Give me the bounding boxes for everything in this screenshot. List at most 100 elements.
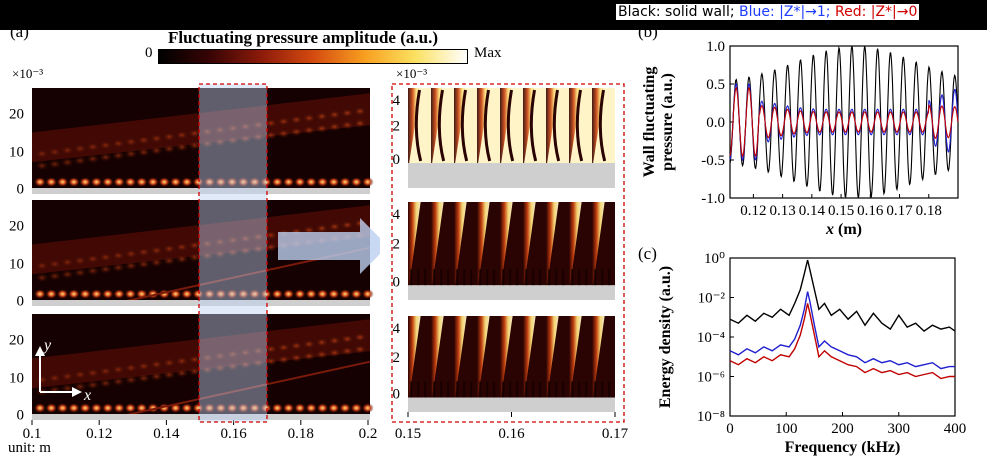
cavity-slot <box>608 269 611 286</box>
left-y-tick-label: 0 <box>17 294 25 310</box>
pressure-lobe <box>592 202 605 286</box>
wave-blob <box>162 131 177 142</box>
pressure-lobe <box>477 202 490 286</box>
wave-blob <box>187 128 202 139</box>
wave-blob <box>225 247 240 258</box>
wave-blob <box>35 272 49 283</box>
cavity-slot <box>493 381 496 398</box>
near-wall-blob <box>361 177 374 187</box>
zoom-field-background <box>408 316 615 398</box>
cavity-slot <box>532 381 535 398</box>
near-wall-blob <box>361 289 374 299</box>
cavity-slot <box>470 381 473 398</box>
wave-front <box>414 89 423 162</box>
y-tick-label: 10⁻⁴ <box>697 330 725 346</box>
x-tick-label: 0.14 <box>799 203 826 219</box>
left-x-tick-label: 0.16 <box>220 426 247 442</box>
near-wall-blob <box>214 403 227 413</box>
cavity-slot <box>532 269 535 286</box>
wave-blob <box>35 148 49 159</box>
x-tick-label: 0.12 <box>740 203 766 219</box>
cavity-slot <box>470 269 473 286</box>
wave-front <box>575 89 584 162</box>
near-wall-blob <box>45 289 58 299</box>
zoom-y-tick-label: 4 <box>393 93 401 109</box>
wave-blob <box>111 364 126 375</box>
energy-density-chart: 0 100 200 300 400 10⁰ 10⁻² 10⁻⁴ 10⁻⁶ 10⁻⁸ Frequenc… <box>657 251 966 456</box>
near-wall-blob <box>271 403 284 413</box>
cavity-slot <box>601 269 604 286</box>
zoom-wall-strip <box>408 397 615 412</box>
wave-blob <box>289 340 304 351</box>
cavity-slot <box>548 381 551 398</box>
cavity-slot <box>456 269 459 286</box>
zoom-scale-label: ×10⁻³ <box>396 66 428 81</box>
wave-blob <box>60 383 75 394</box>
near-wall-blob <box>34 177 46 187</box>
wave-blob <box>136 259 151 270</box>
wave-blob <box>174 368 189 379</box>
wave-blob <box>327 109 342 120</box>
near-wall-blob <box>113 289 126 299</box>
left-x-tick-label: 0.18 <box>288 426 314 442</box>
panel-label-c: (c) <box>638 244 657 263</box>
left-x-tick-label: 0.12 <box>86 426 112 442</box>
y-axis-label-line2: pressure (a.u.) <box>659 73 676 171</box>
cavity-slot <box>509 381 512 398</box>
wave-blob <box>251 243 266 254</box>
zoom-y-tick-label: 0 <box>393 152 401 168</box>
wave-blob <box>136 147 151 158</box>
near-wall-blob <box>271 289 284 299</box>
near-wall-blob <box>327 177 340 187</box>
near-wall-blob <box>101 289 114 299</box>
wave-blob <box>302 339 317 350</box>
near-wall-blob <box>180 403 193 413</box>
cavity-slot <box>486 381 489 398</box>
left-x-tick-label: 0.2 <box>359 426 378 442</box>
near-wall-blob <box>327 403 340 413</box>
wave-front <box>437 89 446 162</box>
cavity-slot <box>410 269 413 286</box>
wave-blob <box>47 385 62 396</box>
near-wall-blob <box>67 177 80 187</box>
cavity-slot <box>424 381 427 398</box>
cavity-slot <box>562 381 565 398</box>
pressure-lobe <box>523 316 536 398</box>
x-tick-label: 100 <box>775 421 798 437</box>
cavity-slot <box>578 381 581 398</box>
wave-blob <box>162 143 177 154</box>
wave-blob <box>136 135 151 146</box>
wave-blob <box>73 369 88 380</box>
near-wall-blob <box>180 177 193 187</box>
wave-blob <box>85 253 100 264</box>
near-wall-blob <box>237 289 250 299</box>
near-wall-blob <box>350 177 363 187</box>
wave-blob <box>162 255 177 266</box>
wave-blob <box>263 356 278 367</box>
wave-blob <box>200 250 215 261</box>
near-wall-blob <box>271 177 284 187</box>
pressure-lobe <box>569 202 582 286</box>
near-wall-blob <box>316 177 329 187</box>
wave-blob <box>111 262 126 273</box>
wave-blob <box>149 245 164 256</box>
cavity-slot <box>433 269 436 286</box>
cavity-slot <box>502 381 505 398</box>
wave-blob <box>200 238 215 249</box>
wave-blob <box>98 264 113 275</box>
wave-blob <box>251 357 266 368</box>
zoom-x-tick-label: 0.17 <box>602 426 629 442</box>
wave-blob <box>149 371 164 382</box>
near-wall-blob <box>45 177 58 187</box>
wave-blob <box>60 145 75 156</box>
panel-label-b: (b) <box>638 22 658 41</box>
cavity-slot <box>417 381 420 398</box>
pressure-lobe <box>431 202 444 286</box>
cavity-slot <box>417 269 420 286</box>
left-x-tick-label: 0.1 <box>23 426 42 442</box>
cavity-slot <box>447 381 450 398</box>
wave-blob <box>276 128 291 139</box>
pressure-lobe <box>408 316 421 398</box>
wave-blob <box>187 240 202 251</box>
x-tick-label: 0 <box>726 421 734 437</box>
